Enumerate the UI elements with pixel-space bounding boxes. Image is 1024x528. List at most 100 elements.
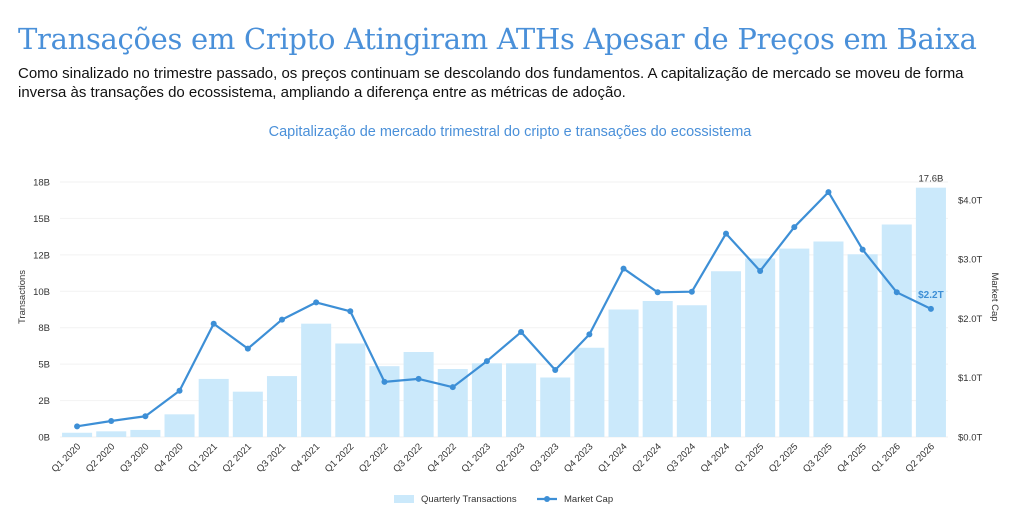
y-left-tick-label: 0B <box>38 433 50 444</box>
market-cap-point <box>518 329 525 336</box>
y-left-tick-label: 8B <box>38 323 50 334</box>
bar <box>676 305 707 437</box>
x-tick-label: Q3 2025 <box>801 441 835 475</box>
y-right-tick-label: $4.0T <box>958 195 982 206</box>
market-cap-point <box>176 387 183 394</box>
market-cap-point <box>791 224 798 231</box>
x-tick-label: Q1 2023 <box>459 441 493 475</box>
bar <box>130 429 161 437</box>
x-tick-label: Q1 2020 <box>50 441 84 475</box>
x-tick-label: Q3 2020 <box>118 441 152 475</box>
bar <box>369 366 400 437</box>
bar <box>574 347 605 437</box>
x-tick-label: Q1 2024 <box>596 441 630 475</box>
bar <box>198 378 229 437</box>
bar <box>96 431 127 437</box>
market-cap-point <box>74 423 81 430</box>
market-cap-point <box>757 267 764 274</box>
y-right-tick-label: $2.0T <box>958 314 982 325</box>
x-tick-label: Q2 2021 <box>220 441 254 475</box>
y-left-tick-label: 18B <box>33 178 50 189</box>
chart-legend: Quarterly Transactions Market Cap <box>394 494 613 505</box>
bar <box>164 414 195 437</box>
bar <box>232 391 263 437</box>
market-cap-point <box>688 288 695 295</box>
bar <box>62 432 93 437</box>
bar <box>335 343 366 437</box>
x-tick-label: Q1 2022 <box>323 441 357 475</box>
market-cap-point <box>313 299 320 306</box>
bar <box>471 363 502 437</box>
x-tick-label: Q3 2024 <box>664 441 698 475</box>
bar <box>813 241 844 437</box>
legend-label-transactions: Quarterly Transactions <box>421 494 517 505</box>
bar <box>710 271 742 437</box>
bar <box>266 376 298 437</box>
market-cap-point <box>415 375 422 382</box>
market-cap-point <box>586 331 593 338</box>
x-tick-label: Q2 2020 <box>84 441 118 475</box>
bar <box>642 301 673 437</box>
market-cap-line <box>76 190 932 428</box>
x-tick-label: Q1 2025 <box>733 441 767 475</box>
market-cap-point <box>279 316 285 323</box>
market-cap-point <box>210 320 217 327</box>
x-tick-label: Q4 2022 <box>425 441 459 475</box>
x-tick-label: Q3 2022 <box>391 441 425 475</box>
x-tick-label: Q2 2024 <box>630 441 664 475</box>
market-cap-point <box>893 289 900 296</box>
market-cap-point <box>347 308 354 315</box>
market-cap-point <box>142 413 149 420</box>
bar <box>403 352 434 437</box>
x-tick-label: Q3 2021 <box>255 441 289 475</box>
market-cap-point <box>449 384 456 391</box>
y-left-tick-label: 12B <box>33 250 50 261</box>
market-cap-point <box>859 246 866 253</box>
market-cap-point <box>108 417 115 424</box>
x-tick-label: Q4 2023 <box>562 441 596 475</box>
y-left-tick-label: 2B <box>38 396 50 407</box>
bar <box>847 254 878 437</box>
market-cap-point <box>825 189 832 196</box>
x-tick-label: Q4 2021 <box>289 441 323 475</box>
x-tick-label: Q3 2023 <box>528 441 562 475</box>
legend-swatch-transactions <box>394 495 414 503</box>
x-tick-label: Q4 2025 <box>835 441 869 475</box>
market-cap-point <box>244 345 251 352</box>
market-cap-point <box>381 378 388 385</box>
bar <box>779 248 810 437</box>
legend-label-market-cap: Market Cap <box>564 494 613 505</box>
y-left-tick-label: 10B <box>33 287 50 298</box>
x-tick-label: Q4 2024 <box>699 441 733 475</box>
y-right-tick-label: $3.0T <box>958 255 982 266</box>
market-cap-point <box>927 305 934 312</box>
page-headline: Transações em Cripto Atingiram ATHs Apes… <box>18 22 977 56</box>
market-cap-point <box>483 358 490 365</box>
y-left-tick-label: 5B <box>38 360 50 371</box>
bar <box>608 309 639 437</box>
bar <box>506 363 537 437</box>
bar <box>301 323 332 437</box>
bar <box>881 224 912 437</box>
market-cap-point <box>723 230 729 237</box>
last-bar-label: 17.6B <box>919 174 944 185</box>
y-left-tick-label: 15B <box>33 214 50 225</box>
x-tick-label: Q2 2026 <box>903 441 937 475</box>
y-right-tick-label: $0.0T <box>958 433 982 444</box>
chart-title: Capitalização de mercado trimestral do c… <box>269 124 753 140</box>
bar <box>915 187 946 437</box>
y-right-tick-label: $1.0T <box>958 373 982 384</box>
x-tick-label: Q2 2025 <box>767 441 801 475</box>
x-tick-label: Q1 2021 <box>186 441 220 475</box>
y-left-axis-title: Transactions <box>17 270 28 324</box>
bar <box>745 258 776 437</box>
x-tick-label: Q2 2023 <box>494 441 528 475</box>
last-point-label: $2.2T <box>918 290 944 301</box>
x-tick-label: Q1 2026 <box>869 441 903 475</box>
market-cap-point <box>620 265 627 272</box>
market-cap-point <box>552 366 559 373</box>
y-right-axis-title: Market Cap <box>989 272 1000 321</box>
page-subtitle: Como sinalizado no trimestre passado, os… <box>18 65 964 101</box>
x-tick-label: Q4 2020 <box>152 441 186 475</box>
